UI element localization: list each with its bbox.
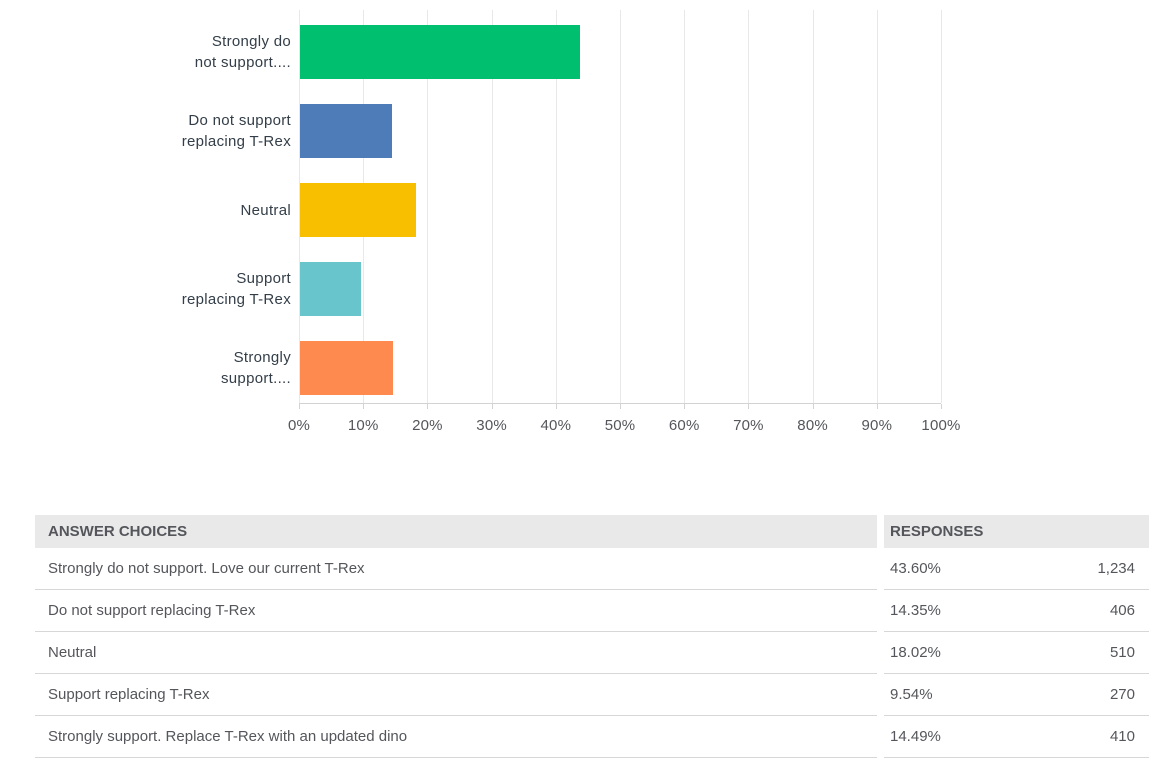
percent-value: 18.02% bbox=[890, 644, 941, 661]
gridline-40% bbox=[555, 10, 557, 403]
column-gap bbox=[877, 716, 884, 758]
column-gap bbox=[877, 674, 884, 716]
chart-plot-area bbox=[299, 10, 942, 409]
percent-value: 43.60% bbox=[890, 560, 941, 577]
tick-mark-90% bbox=[876, 404, 878, 409]
tick-mark-60% bbox=[684, 404, 686, 409]
tick-mark-50% bbox=[620, 404, 621, 409]
answer-choices-table: ANSWER CHOICES RESPONSES Strongly do not… bbox=[35, 515, 1149, 758]
bar-1 bbox=[300, 104, 393, 158]
responses-cell: 14.35% 406 bbox=[884, 590, 1149, 632]
gridline-80% bbox=[812, 10, 814, 403]
x-axis-tick-label: 60% bbox=[668, 417, 700, 434]
gridline-60% bbox=[684, 10, 686, 403]
category-label-line: Do not support bbox=[188, 112, 291, 129]
category-label-line: support.... bbox=[220, 370, 291, 387]
x-axis-tick-label: 90% bbox=[861, 417, 893, 434]
percent-value: 9.54% bbox=[890, 686, 933, 703]
percent-value: 14.35% bbox=[890, 602, 941, 619]
count-value: 1,234 bbox=[1097, 560, 1135, 577]
gridline-100% bbox=[941, 10, 942, 403]
gridline-90% bbox=[876, 10, 878, 403]
count-value: 510 bbox=[1109, 644, 1135, 661]
count-value: 270 bbox=[1109, 686, 1135, 703]
table-row: Do not support replacing T-Rex 14.35% 406 bbox=[35, 590, 1149, 632]
column-gap bbox=[877, 515, 884, 548]
count-value: 406 bbox=[1109, 602, 1135, 619]
x-axis-tick-label: 70% bbox=[733, 417, 764, 434]
category-label-2: Neutral bbox=[0, 200, 291, 221]
x-axis-tick-label: 0% bbox=[287, 417, 311, 434]
bar-2 bbox=[300, 183, 416, 237]
category-label-3: Support replacing T-Rex bbox=[0, 268, 291, 310]
bar-0 bbox=[300, 25, 580, 79]
gridline-30% bbox=[491, 10, 493, 403]
category-label-1: Do not support replacing T-Rex bbox=[0, 110, 291, 152]
percent-value: 14.49% bbox=[890, 728, 941, 745]
gridline-50% bbox=[620, 10, 621, 403]
tick-mark-10% bbox=[363, 404, 365, 409]
category-label-line: Strongly bbox=[233, 349, 291, 366]
answer-cell: Do not support replacing T-Rex bbox=[35, 590, 877, 632]
tick-mark-70% bbox=[748, 404, 750, 409]
column-gap bbox=[877, 590, 884, 632]
table-row: Neutral 18.02% 510 bbox=[35, 632, 1149, 674]
tick-mark-30% bbox=[491, 404, 493, 409]
x-axis-tick-label: 80% bbox=[797, 417, 828, 434]
category-label-line: replacing T-Rex bbox=[181, 133, 291, 150]
answer-cell: Neutral bbox=[35, 632, 877, 674]
column-gap bbox=[877, 632, 884, 674]
category-label-line: not support.... bbox=[194, 54, 291, 71]
survey-results-bar-chart: Strongly do not support.... Do not support… bbox=[0, 10, 960, 437]
chart-category-labels: Strongly do not support.... Do not support… bbox=[0, 10, 291, 404]
category-label-4: Strongly support.... bbox=[0, 347, 291, 389]
x-axis-tick-label: 50% bbox=[604, 417, 636, 434]
category-label-line: Neutral bbox=[240, 201, 291, 219]
tick-mark-20% bbox=[427, 404, 429, 409]
table-body: Strongly do not support. Love our curren… bbox=[35, 548, 1149, 758]
bar-4 bbox=[300, 341, 394, 395]
responses-cell: 14.49% 410 bbox=[884, 716, 1149, 758]
category-label-line: Support bbox=[236, 270, 291, 287]
table-row: Support replacing T-Rex 9.54% 270 bbox=[35, 674, 1149, 716]
table-row: Strongly do not support. Love our curren… bbox=[35, 548, 1149, 590]
answer-cell: Strongly do not support. Love our curren… bbox=[35, 548, 877, 590]
answer-cell: Strongly support. Replace T-Rex with an … bbox=[35, 716, 877, 758]
x-axis-tick-label: 40% bbox=[540, 417, 572, 434]
column-gap bbox=[877, 548, 884, 590]
responses-header: RESPONSES bbox=[884, 515, 1149, 548]
category-label-line: replacing T-Rex bbox=[181, 291, 291, 308]
tick-mark-0% bbox=[299, 404, 300, 409]
responses-cell: 9.54% 270 bbox=[884, 674, 1149, 716]
chart-x-axis-labels: 0% 10% 20% 30% 40% 50% 60% 70% 80% 90% 100% bbox=[288, 417, 960, 437]
answer-cell: Support replacing T-Rex bbox=[35, 674, 877, 716]
x-axis-tick-label: 30% bbox=[476, 417, 507, 434]
bar-3 bbox=[300, 262, 362, 316]
gridline-70% bbox=[748, 10, 750, 403]
tick-mark-80% bbox=[812, 404, 814, 409]
count-value: 410 bbox=[1109, 728, 1135, 745]
table-row: Strongly support. Replace T-Rex with an … bbox=[35, 716, 1149, 758]
gridline-20% bbox=[427, 10, 429, 403]
category-label-0: Strongly do not support.... bbox=[0, 31, 291, 73]
x-axis-tick-label: 10% bbox=[347, 417, 379, 434]
tick-mark-100% bbox=[941, 404, 942, 409]
x-axis-tick-label: 20% bbox=[412, 417, 443, 434]
answer-choices-header: ANSWER CHOICES bbox=[35, 515, 877, 548]
table-header-row: ANSWER CHOICES RESPONSES bbox=[35, 515, 1149, 548]
category-label-line: Strongly do bbox=[211, 33, 291, 50]
responses-cell: 43.60% 1,234 bbox=[884, 548, 1149, 590]
responses-cell: 18.02% 510 bbox=[884, 632, 1149, 674]
gridline-0% bbox=[299, 10, 300, 403]
x-axis-tick-label: 100% bbox=[921, 417, 961, 434]
tick-mark-40% bbox=[555, 404, 557, 409]
